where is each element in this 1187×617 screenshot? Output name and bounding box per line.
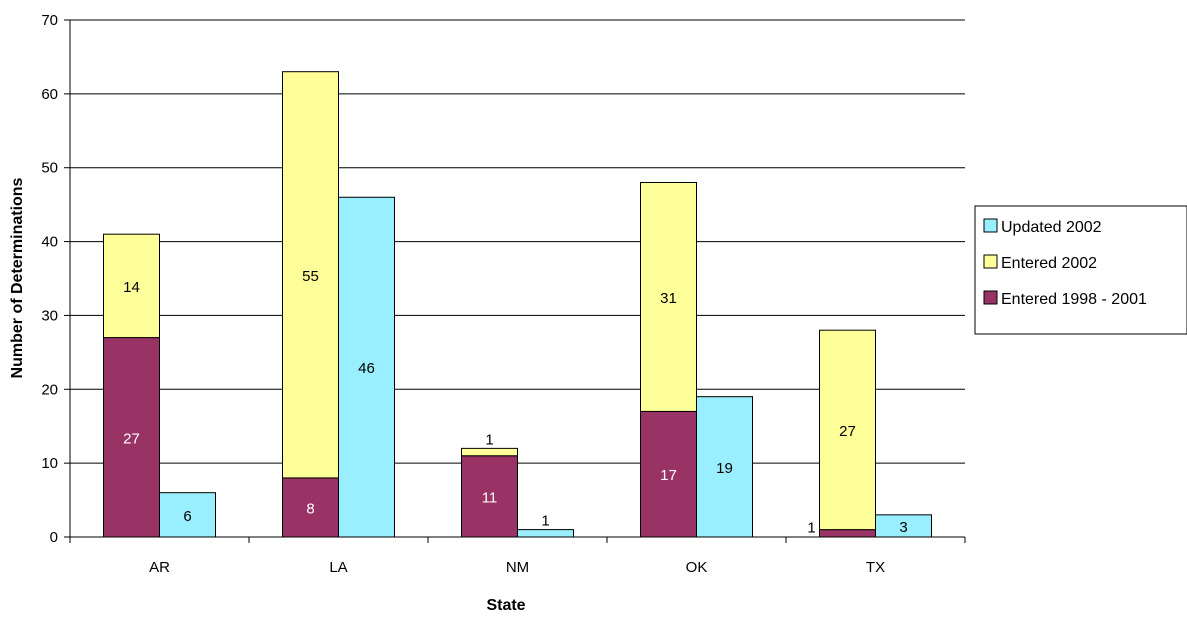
data-label: 31 bbox=[660, 290, 677, 307]
legend-entry: Updated 2002 bbox=[1001, 219, 1102, 236]
bar-entered-2002 bbox=[103, 233, 160, 339]
y-tick-label: 10 bbox=[41, 455, 58, 472]
y-axis-title: Number of Determinations bbox=[9, 177, 26, 378]
x-tick-label: AR bbox=[149, 559, 170, 576]
tick-labels: 0 10 20 30 40 50 60 70 AR LA NM OK TX bbox=[41, 12, 885, 576]
x-tick-label: OK bbox=[686, 559, 708, 576]
bar-entered-2002 bbox=[282, 71, 339, 479]
data-label: 55 bbox=[302, 268, 319, 285]
bar-updated-2002 bbox=[338, 196, 395, 538]
bar-entered-1998-2001 bbox=[461, 455, 518, 538]
data-label: 27 bbox=[123, 430, 140, 447]
data-label: 1 bbox=[807, 520, 815, 537]
y-tick-label: 50 bbox=[41, 160, 58, 177]
y-tick-label: 70 bbox=[41, 12, 58, 29]
data-label: 3 bbox=[899, 519, 907, 536]
y-tick-label: 30 bbox=[41, 307, 58, 324]
data-label: 8 bbox=[306, 500, 314, 517]
x-tick-label: LA bbox=[329, 559, 347, 576]
data-label: 14 bbox=[123, 279, 140, 296]
y-tick-label: 20 bbox=[41, 381, 58, 398]
bar-entered-2002 bbox=[640, 181, 697, 412]
bars bbox=[103, 71, 932, 538]
bar-updated-2002 bbox=[696, 396, 753, 538]
bar-entered-1998-2001 bbox=[819, 529, 876, 538]
data-label: 27 bbox=[839, 423, 856, 440]
bar-entered-1998-2001 bbox=[282, 477, 339, 538]
bar-updated-2002 bbox=[517, 529, 574, 538]
legend-entry: Entered 2002 bbox=[1001, 255, 1097, 272]
bar-updated-2002 bbox=[159, 492, 216, 538]
legend-swatch bbox=[983, 290, 998, 305]
axes bbox=[64, 19, 966, 543]
data-label: 17 bbox=[660, 467, 677, 484]
legend-swatch bbox=[983, 254, 998, 269]
gridlines bbox=[70, 19, 965, 464]
data-label: 1 bbox=[541, 513, 549, 530]
data-label: 11 bbox=[482, 489, 498, 506]
data-label: 1 bbox=[485, 431, 493, 448]
legend-entry: Entered 1998 - 2001 bbox=[1001, 291, 1147, 308]
legend: Updated 2002 Entered 2002 Entered 1998 - 2… bbox=[974, 205, 1187, 335]
data-label: 46 bbox=[358, 360, 375, 377]
x-tick-label: NM bbox=[506, 559, 529, 576]
x-axis-title: State bbox=[486, 597, 525, 614]
legend-box bbox=[974, 205, 1187, 335]
y-tick-label: 40 bbox=[41, 234, 58, 251]
x-tick-label: TX bbox=[866, 559, 885, 576]
y-tick-label: 60 bbox=[41, 86, 58, 103]
data-label: 19 bbox=[716, 460, 733, 477]
legend-swatch bbox=[983, 218, 998, 233]
bar-entered-2002 bbox=[819, 329, 876, 531]
y-tick-label: 0 bbox=[50, 529, 58, 546]
bar-entered-2002 bbox=[461, 447, 518, 457]
data-label: 6 bbox=[183, 508, 191, 525]
